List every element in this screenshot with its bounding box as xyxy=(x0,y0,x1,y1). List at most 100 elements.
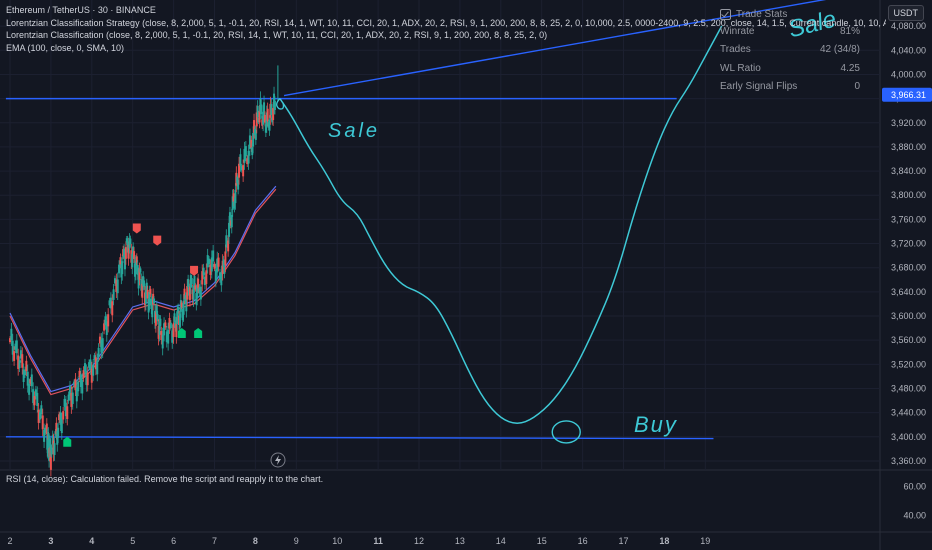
candle-body xyxy=(201,271,204,285)
y-tick-label: 3,360.00 xyxy=(891,456,926,466)
candle-body xyxy=(19,350,22,359)
x-tick-label: 3 xyxy=(48,536,53,546)
candle-body xyxy=(94,357,97,370)
x-tick-label: 7 xyxy=(212,536,217,546)
candle-body xyxy=(136,264,139,275)
x-tick-label: 8 xyxy=(253,536,258,546)
trade-stats-panel: Trade Stats Winrate 81% Trades 42 (34/8) W… xyxy=(720,6,860,96)
candle-body xyxy=(93,355,96,360)
candle-body xyxy=(67,394,70,401)
buy-signal-marker xyxy=(177,328,186,339)
candle-body xyxy=(205,270,208,284)
candle-body xyxy=(161,334,164,349)
stats-value: 0 xyxy=(854,81,860,93)
last-price-label: 3,966.31 xyxy=(891,90,926,100)
indicator-strategy-label[interactable]: Lorentzian Classification Strategy (clos… xyxy=(6,17,886,28)
candle-body xyxy=(199,286,202,300)
candle-body xyxy=(92,364,95,376)
candle-body xyxy=(17,355,20,369)
candle-body xyxy=(83,363,86,372)
candle-body xyxy=(244,146,247,157)
x-tick-label: 2 xyxy=(7,536,12,546)
candle-body xyxy=(236,176,239,184)
candle-body xyxy=(233,201,236,209)
trendline-upper-channel xyxy=(283,0,827,97)
candle-body xyxy=(165,331,168,343)
candle-body xyxy=(186,286,189,300)
candle-body xyxy=(32,389,35,404)
candle-body xyxy=(37,409,40,423)
x-tick-label: 9 xyxy=(294,536,299,546)
candle-body xyxy=(55,422,58,434)
candle-body xyxy=(178,313,181,328)
stats-value: 42 (34/8) xyxy=(819,44,860,56)
candle-body xyxy=(105,321,108,335)
stats-label: WL Ratio xyxy=(720,62,761,74)
candle-body xyxy=(62,411,65,420)
candle-body xyxy=(22,369,25,383)
candle-body xyxy=(26,371,29,386)
candle-body xyxy=(41,415,44,430)
candle-body xyxy=(202,267,205,276)
lightning-icon-bolt xyxy=(275,455,281,465)
candle-body xyxy=(156,314,159,322)
symbol-title[interactable]: Ethereum / TetherUS · 30 · BINANCE xyxy=(6,5,156,15)
candle-body xyxy=(171,330,174,343)
candle-body xyxy=(139,268,142,273)
candle-body xyxy=(50,447,53,455)
candle-body xyxy=(109,297,112,309)
candle-body xyxy=(48,439,51,447)
y-tick-label: 3,920.00 xyxy=(891,118,926,128)
y-tick-label: 3,520.00 xyxy=(891,359,926,369)
candle-body xyxy=(266,108,269,122)
candle-body xyxy=(197,278,200,289)
candle-body xyxy=(23,369,26,376)
x-tick-label: 14 xyxy=(496,536,506,546)
candle-body xyxy=(127,244,130,259)
candle-body xyxy=(97,347,100,358)
candle-body xyxy=(119,257,122,265)
candle-body xyxy=(253,120,256,133)
x-tick-label: 16 xyxy=(578,536,588,546)
candle-body xyxy=(222,259,225,267)
candle-body xyxy=(138,268,141,280)
ema-line-red xyxy=(9,188,277,396)
candle-body xyxy=(34,389,37,397)
y-tick-label: 3,560.00 xyxy=(891,335,926,345)
candle-body xyxy=(15,340,18,354)
candle-body xyxy=(146,289,149,299)
sell-signal-marker xyxy=(190,265,199,276)
candle-body xyxy=(255,112,258,127)
stats-row-signal-flips: Early Signal Flips 0 xyxy=(720,78,860,97)
candle-body xyxy=(217,257,220,267)
rsi-pane-label[interactable]: RSI (14, close): Calculation failed. Rem… xyxy=(6,474,324,484)
indicator-classification-label[interactable]: Lorentzian Classification (close, 8, 2,0… xyxy=(6,30,548,40)
candle-body xyxy=(221,260,224,274)
candle-body xyxy=(64,402,67,417)
checkbox-icon[interactable] xyxy=(720,8,731,20)
candle-body xyxy=(30,374,33,387)
candle-body xyxy=(100,339,103,353)
stats-row-wl-ratio: WL Ratio 4.25 xyxy=(720,59,860,78)
candle-body xyxy=(38,412,41,420)
stats-row-trades: Trades 42 (34/8) xyxy=(720,41,860,60)
candle-body xyxy=(247,150,250,164)
y-tick-label: 3,840.00 xyxy=(891,166,926,176)
candle-body xyxy=(58,414,61,421)
x-tick-label: 10 xyxy=(332,536,342,546)
candle-body xyxy=(123,255,126,270)
candle-body xyxy=(115,279,118,292)
candle-body xyxy=(53,443,56,455)
candle-body xyxy=(77,381,80,392)
indicator-ema-label[interactable]: EMA (100, close, 0, SMA, 10) xyxy=(6,42,125,53)
candle-body xyxy=(184,295,187,302)
currency-selector[interactable]: USDT xyxy=(887,5,924,21)
x-tick-label: 4 xyxy=(89,536,94,546)
stats-value: 81% xyxy=(839,25,860,37)
candle-body xyxy=(159,318,162,326)
candle-body xyxy=(209,264,212,275)
candle-body xyxy=(182,300,185,315)
sell-signal-marker xyxy=(153,235,162,246)
candle-body xyxy=(224,251,227,266)
